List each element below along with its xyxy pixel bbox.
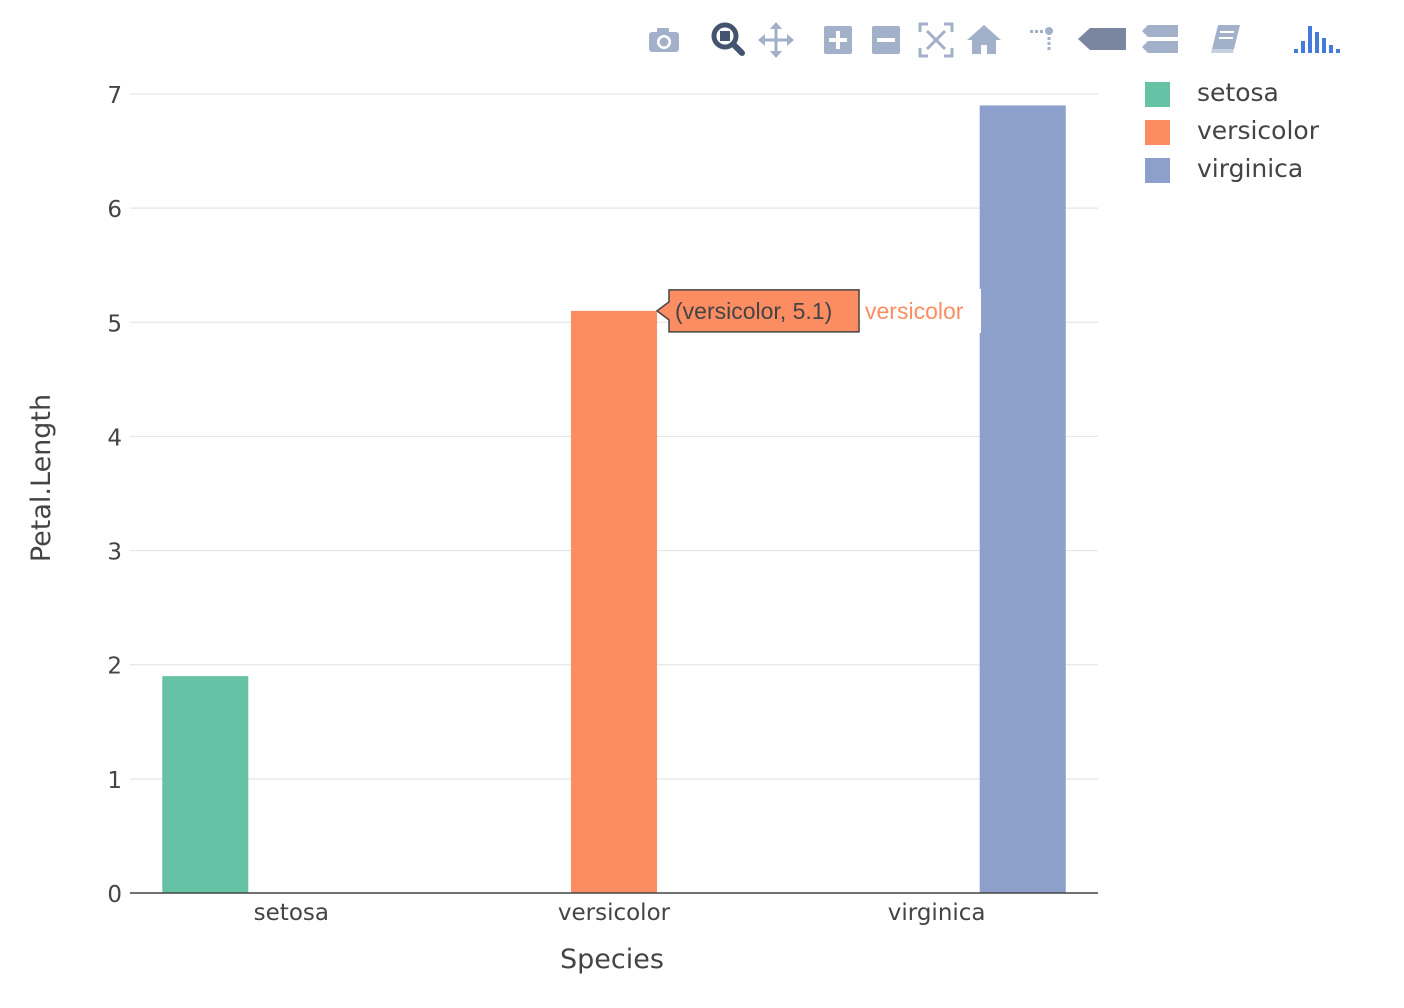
hover-series-name: versicolor xyxy=(865,298,964,324)
zoom-out-button[interactable] xyxy=(866,20,906,60)
y-tick-label: 1 xyxy=(107,768,122,794)
legend-label: setosa xyxy=(1197,78,1279,107)
legend-swatch xyxy=(1145,158,1170,183)
y-tick-label: 4 xyxy=(107,425,122,451)
zoom-out-icon xyxy=(872,26,900,54)
reset-axes-icon xyxy=(967,25,1001,54)
legend-item-versicolor[interactable]: versicolor xyxy=(1140,114,1360,148)
hover-name-box xyxy=(861,288,982,333)
legend-label: versicolor xyxy=(1197,116,1319,145)
x-axis-title: Species xyxy=(560,944,664,975)
y-tick-label: 0 xyxy=(107,882,122,908)
hover-closest-icon xyxy=(1078,28,1126,50)
x-tick-label: virginica xyxy=(888,900,986,926)
bar-setosa[interactable] xyxy=(162,676,249,893)
zoom-button[interactable] xyxy=(708,20,748,60)
camera-icon xyxy=(649,28,679,52)
bars xyxy=(162,105,1066,893)
x-tick-label: versicolor xyxy=(558,900,671,926)
y-tick-label: 5 xyxy=(107,311,122,337)
hover-closest-button[interactable] xyxy=(1076,20,1128,60)
hover-label: (versicolor, 5.1) versicolor xyxy=(655,288,982,333)
y-tick-label: 7 xyxy=(107,83,122,109)
zoom-in-icon xyxy=(824,26,852,54)
y-tick-label: 3 xyxy=(107,540,122,566)
bar-versicolor[interactable] xyxy=(570,310,658,893)
zoom-icon xyxy=(711,22,745,56)
hover-text: (versicolor, 5.1) xyxy=(675,298,832,324)
bar-virginica[interactable] xyxy=(979,105,1066,893)
edit-chart-button[interactable] xyxy=(1206,20,1246,60)
legend-item-setosa[interactable]: setosa xyxy=(1140,76,1360,110)
y-tick-label: 6 xyxy=(107,197,122,223)
legend-item-virginica[interactable]: virginica xyxy=(1140,152,1360,186)
legend-label: virginica xyxy=(1197,154,1304,183)
edit-chart-icon xyxy=(1211,25,1240,53)
modebar xyxy=(644,20,1354,60)
zoom-in-button[interactable] xyxy=(818,20,858,60)
hover-box xyxy=(655,289,860,333)
plotly-logo-icon xyxy=(1294,26,1340,53)
pan-button[interactable] xyxy=(756,20,796,60)
camera-button[interactable] xyxy=(644,20,684,60)
x-tick-labels: setosa versicolor virginica xyxy=(254,900,986,926)
reset-axes-button[interactable] xyxy=(964,20,1004,60)
autoscale-button[interactable] xyxy=(916,20,956,60)
hover-compare-icon xyxy=(1142,25,1178,53)
y-tick-labels: 0 1 2 3 4 5 6 7 xyxy=(107,83,122,908)
legend-swatch xyxy=(1145,82,1170,107)
autoscale-icon xyxy=(918,22,954,58)
legend-swatch xyxy=(1145,120,1170,145)
pan-icon xyxy=(758,22,794,58)
y-axis-title: Petal.Length xyxy=(26,394,57,562)
x-tick-label: setosa xyxy=(254,900,329,926)
toggle-spikelines-button[interactable] xyxy=(1024,20,1064,60)
hover-compare-button[interactable] xyxy=(1140,20,1180,60)
y-tick-label: 2 xyxy=(107,654,122,680)
plotly-logo-button[interactable] xyxy=(1292,20,1346,60)
toggle-spikelines-icon xyxy=(1030,27,1053,50)
